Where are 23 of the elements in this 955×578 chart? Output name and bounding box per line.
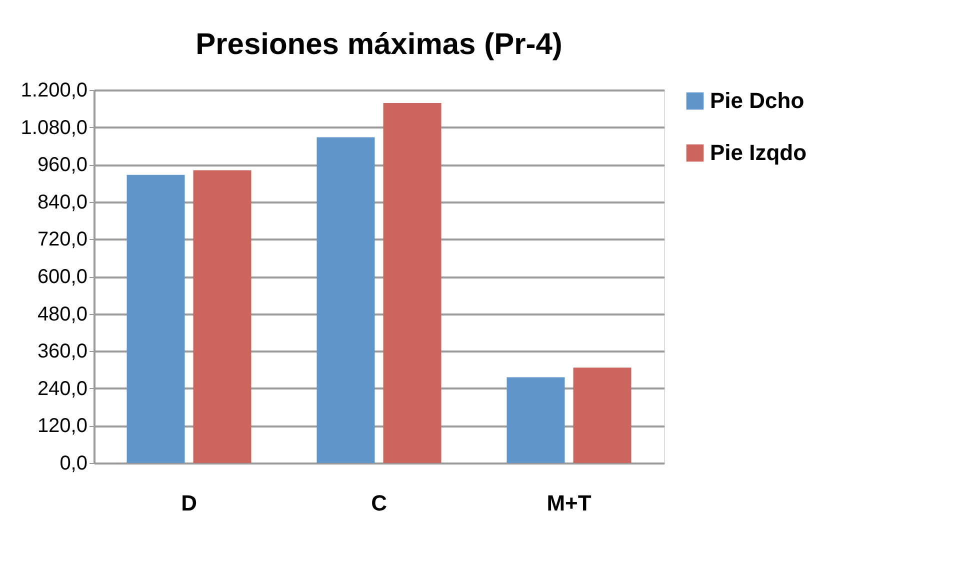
x-tick-label: D bbox=[181, 490, 197, 516]
y-tick-label: 960,0 bbox=[37, 154, 88, 176]
x-tick-label: C bbox=[371, 490, 388, 516]
y-tick-label: 720,0 bbox=[37, 228, 88, 251]
x-tick-label: M+T bbox=[546, 490, 592, 516]
y-tick-label: 120,0 bbox=[37, 415, 88, 438]
y-tick-label: 480,0 bbox=[37, 303, 88, 326]
bar bbox=[126, 174, 185, 463]
bar bbox=[383, 103, 442, 463]
y-tick-label: 1.200,0 bbox=[20, 80, 88, 102]
bar bbox=[193, 170, 252, 463]
chart-title: Presiones máximas (Pr-4) bbox=[196, 28, 562, 61]
y-tick-label: 840,0 bbox=[37, 191, 88, 214]
legend-label: Pie Dcho bbox=[710, 88, 804, 113]
bar bbox=[573, 368, 632, 463]
y-tick-label: 360,0 bbox=[37, 340, 88, 363]
legend-label: Pie Izqdo bbox=[710, 140, 807, 165]
y-tick-label: 0,0 bbox=[60, 452, 88, 474]
bar bbox=[506, 377, 565, 463]
y-tick-label: 240,0 bbox=[37, 378, 88, 400]
bar bbox=[316, 137, 375, 463]
y-tick-label: 1.080,0 bbox=[20, 116, 88, 139]
y-tick-label: 600,0 bbox=[37, 266, 88, 288]
